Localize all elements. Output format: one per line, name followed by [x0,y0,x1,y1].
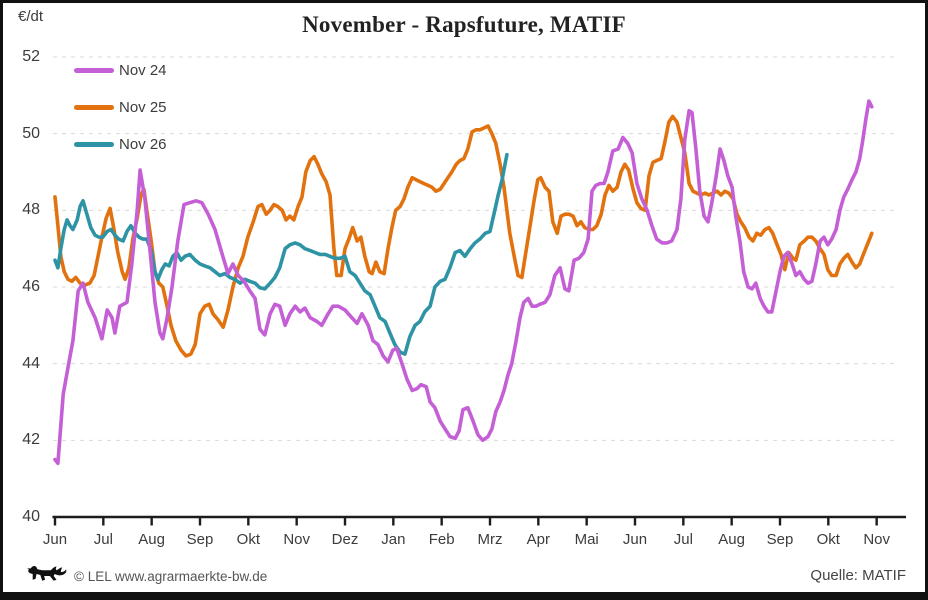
x-tick-label-1-jul: Jul [93,531,113,548]
y-tick-label-40: 40 [22,508,40,525]
x-tick-label-2-aug: Aug [138,531,166,548]
legend-label-nov26: Nov 26 [119,135,167,153]
nov26-line-swatch [74,141,114,147]
lel-lion-logo-icon [26,566,67,581]
nov24-line-swatch [74,67,114,73]
x-tick-label-14-aug: Aug [718,531,746,548]
y-tick-label-46: 46 [22,278,40,295]
x-tick-label-8-feb: Feb [428,531,455,548]
x-tick-label-4-okt: Okt [236,531,260,548]
legend-item-nov26: Nov 26 [74,132,167,156]
x-tick-label-6-dez: Dez [331,531,359,548]
x-tick-label-15-sep: Sep [766,531,794,548]
bottom-black-bar [0,592,928,600]
x-tick-label-7-jan: Jan [381,531,406,548]
y-tick-label-50: 50 [22,124,40,142]
legend: Nov 24 Nov 25 Nov 26 [74,58,167,169]
x-tick-label-13-jul: Jul [673,531,693,548]
x-tick-label-9-mrz: Mrz [477,531,503,548]
x-tick-label-10-apr: Apr [526,531,550,548]
x-tick-label-16-okt: Okt [816,531,840,548]
copyright-text: © LEL www.agrarmaerkte-bw.de [74,569,268,584]
y-tick-label-44: 44 [22,354,40,372]
y-tick-label-52: 52 [22,48,40,65]
x-tick-label-12-jun: Jun [622,531,648,548]
y-tick-label-42: 42 [22,431,40,449]
series-line-nov26 [53,152,509,356]
y-axis-unit-label: €/dt [18,8,44,25]
chart-title: November - Rapsfuture, MATIF [302,12,626,37]
x-tick-label-5-nov: Nov [283,531,310,548]
x-tick-label-3-sep: Sep [186,531,214,548]
x-tick-label-17-nov: Nov [863,531,890,548]
source-text: Quelle: MATIF [810,567,906,584]
series-line-nov25 [53,114,874,358]
nov25-line-swatch [74,104,114,110]
y-tick-label-48: 48 [22,201,40,219]
legend-item-nov24: Nov 24 [74,58,167,82]
x-tick-label-0-jun: Jun [42,531,68,548]
legend-item-nov25: Nov 25 [74,95,167,119]
legend-label-nov25: Nov 25 [119,98,167,116]
legend-label-nov24: Nov 24 [119,61,167,79]
x-tick-label-11-mai: Mai [574,531,599,548]
series-line-nov24 [53,99,874,466]
